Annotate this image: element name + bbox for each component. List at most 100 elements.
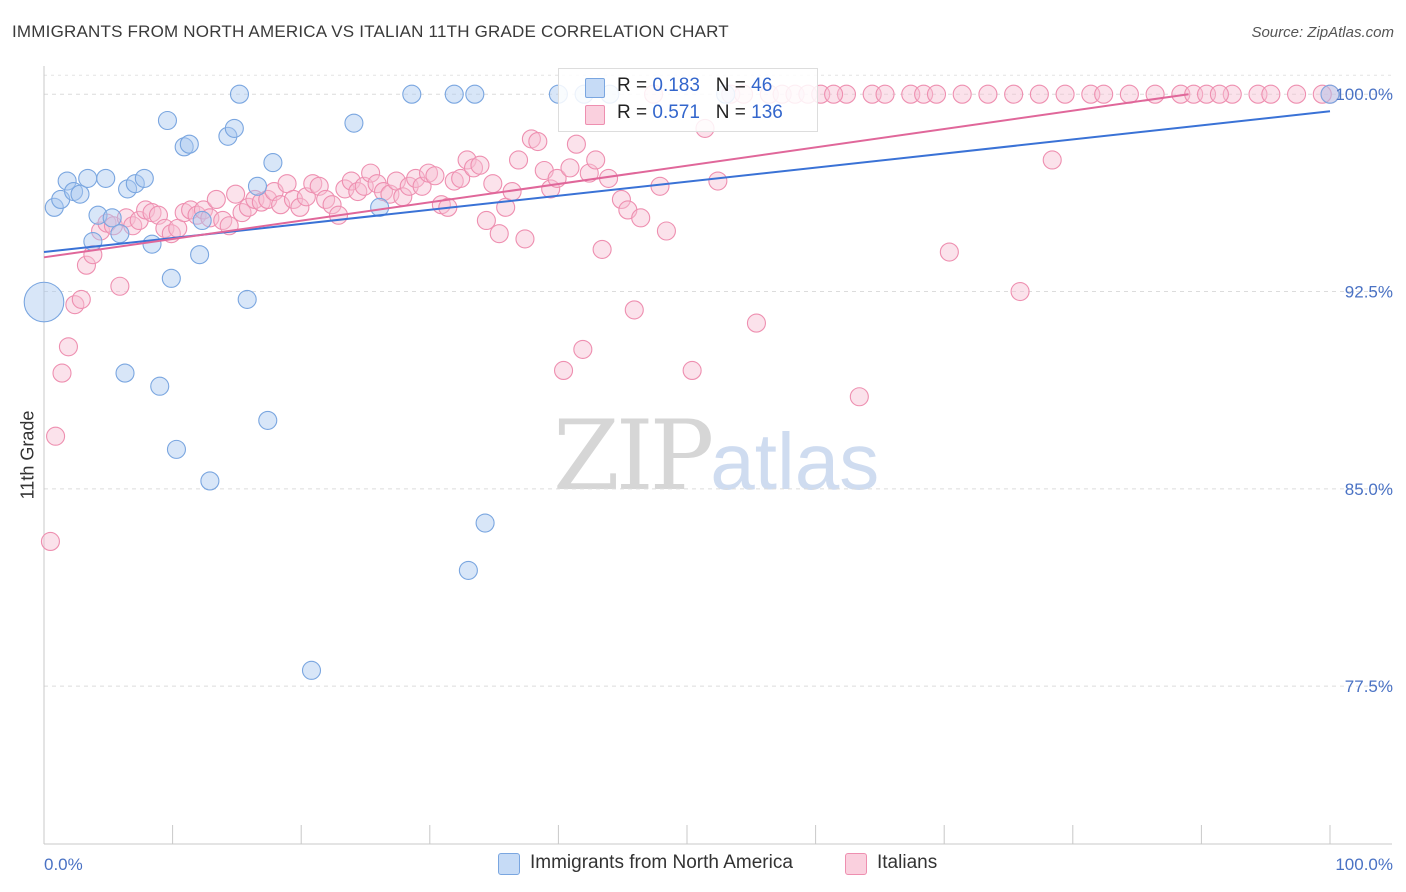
north-america-point — [224, 118, 244, 138]
north-america-point — [200, 471, 220, 491]
north-america-point — [444, 84, 464, 104]
italians-point — [91, 221, 111, 241]
italians-point — [65, 295, 85, 315]
north-america-point — [161, 268, 181, 288]
watermark-atlas: atlas — [710, 417, 880, 506]
legend-n-value-north-america: 46 — [751, 75, 773, 96]
italians-point — [483, 174, 503, 194]
north-america-point — [258, 410, 278, 430]
italians-point — [1312, 84, 1332, 104]
italians-point — [952, 84, 972, 104]
north-america-point — [78, 168, 98, 188]
north-america-point — [402, 84, 422, 104]
italians-point — [611, 189, 631, 209]
north-america-point — [115, 363, 135, 383]
italians-point — [367, 174, 387, 194]
italians-point — [348, 181, 368, 202]
italians-point — [824, 84, 844, 104]
north-america-point — [134, 168, 154, 188]
italians-point — [624, 300, 644, 320]
correlation-legend: R = 0.183 N = 46 R = 0.571 N = 136 — [558, 68, 818, 132]
italians-point — [939, 242, 959, 262]
legend-swatch-north-america — [585, 78, 605, 98]
north-america-point — [1320, 84, 1340, 104]
italians-point — [926, 84, 947, 104]
italians-point — [708, 171, 728, 191]
italians-point — [361, 163, 381, 183]
north-america-point — [174, 137, 194, 157]
north-america-point — [150, 376, 170, 396]
legend-r-value-north-america: 0.183 — [652, 75, 700, 96]
italians-point — [849, 387, 869, 407]
italians-point — [58, 337, 78, 357]
italians-point — [1042, 150, 1062, 170]
italians-point — [206, 189, 226, 209]
italians-point — [875, 84, 895, 104]
italians-point — [560, 158, 580, 178]
north-america-point — [44, 197, 64, 217]
italians-point — [508, 150, 529, 170]
north-america-point — [57, 171, 77, 191]
italians-point — [316, 189, 336, 209]
north-america-point — [157, 110, 178, 131]
italians-point — [1010, 281, 1030, 302]
italians-point — [258, 189, 278, 209]
italians-point — [71, 289, 91, 309]
italians-point — [586, 150, 606, 170]
north-america-point — [218, 126, 238, 146]
italians-point — [1055, 84, 1075, 104]
italians-point — [489, 224, 509, 244]
bottom-legend-label-italians: Italians — [877, 852, 938, 873]
italians-point — [451, 168, 471, 188]
italians-point — [592, 239, 612, 259]
data-points — [23, 84, 1340, 680]
legend-r-label: R = — [617, 102, 648, 123]
legend-swatch-italians — [585, 105, 605, 125]
bottom-legend-swatch-italians — [845, 853, 867, 875]
north-america-point — [23, 281, 65, 323]
italians-point — [1004, 84, 1024, 104]
italians-point — [46, 426, 66, 446]
italians-point — [1029, 84, 1049, 104]
italians-point — [528, 132, 548, 152]
italians-trend-line — [43, 93, 1189, 259]
italians-point — [238, 197, 259, 217]
italians-point — [290, 197, 310, 217]
italians-point — [470, 155, 490, 175]
north-america-point — [125, 174, 145, 194]
axes — [43, 66, 1392, 845]
watermark-zip: ZIP — [553, 400, 714, 512]
italians-point — [978, 84, 998, 104]
italians-point — [1287, 84, 1307, 104]
north-america-point — [247, 176, 268, 196]
north-america-point — [475, 513, 495, 533]
x-tick-label: 0.0% — [44, 855, 83, 874]
italians-point — [1119, 84, 1139, 104]
north-america-point — [237, 289, 257, 309]
italians-point — [110, 276, 130, 296]
italians-point — [271, 195, 291, 215]
north-america-point — [166, 439, 187, 459]
italians-point — [40, 531, 60, 551]
italians-point — [515, 229, 535, 249]
north-america-trend-line — [43, 110, 1331, 254]
legend-n-label: N = — [715, 102, 746, 123]
north-america-point — [110, 224, 130, 244]
north-america-point — [458, 560, 478, 580]
north-america-point — [465, 84, 485, 104]
italians-point — [631, 208, 651, 228]
italians-point — [232, 203, 252, 223]
north-america-point — [88, 205, 108, 225]
north-america-point — [102, 208, 122, 228]
tick-labels: 100.0% 92.5% 85.0% 77.5% 0.0% 100.0% — [44, 85, 1393, 874]
north-america-point — [301, 660, 322, 680]
italians-point — [682, 360, 702, 380]
north-america-point — [190, 245, 210, 265]
watermark: ZIPatlas — [553, 400, 879, 512]
bottom-legend-swatch-north-america — [498, 853, 520, 875]
italians-point — [1261, 84, 1281, 104]
italians-point — [746, 313, 766, 333]
italians-point — [193, 200, 214, 220]
italians-point — [1209, 84, 1229, 104]
north-america-point — [229, 84, 250, 104]
